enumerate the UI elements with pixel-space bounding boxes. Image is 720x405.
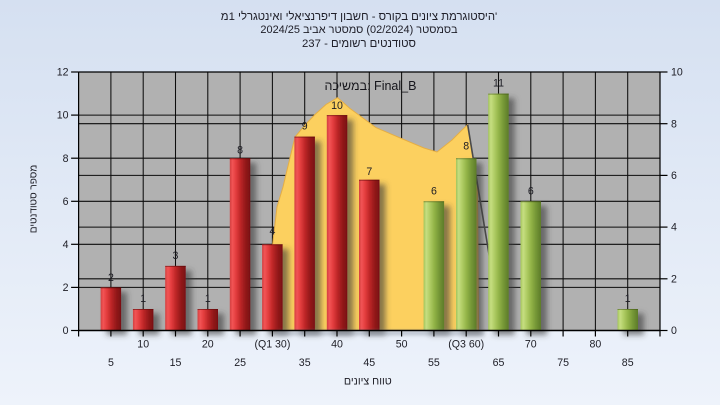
svg-text:(Q1 30): (Q1 30) (254, 338, 290, 350)
svg-text:55: 55 (428, 357, 440, 369)
svg-text:מספר סטודנטים: מספר סטודנטים (29, 165, 40, 234)
svg-text:85: 85 (622, 357, 634, 369)
svg-text:0: 0 (671, 325, 677, 337)
svg-text:10: 10 (137, 338, 149, 350)
svg-text:4: 4 (269, 226, 275, 238)
svg-text:9: 9 (302, 121, 308, 133)
svg-text:8: 8 (237, 144, 243, 156)
svg-text:75: 75 (557, 357, 569, 369)
svg-text:5: 5 (108, 357, 114, 369)
svg-text:15: 15 (170, 357, 182, 369)
svg-text:6: 6 (671, 170, 677, 182)
svg-text:1: 1 (140, 293, 146, 305)
svg-text:12: 12 (57, 67, 69, 79)
svg-text:11: 11 (493, 77, 504, 89)
svg-text:במשיכה: Final_B: במשיכה: Final_B (325, 79, 417, 93)
svg-text:6: 6 (431, 185, 437, 197)
svg-text:8: 8 (671, 118, 677, 130)
svg-text:1: 1 (205, 293, 211, 305)
svg-text:50: 50 (396, 338, 408, 350)
svg-text:2: 2 (63, 282, 69, 294)
svg-text:70: 70 (525, 338, 537, 350)
svg-text:2: 2 (108, 272, 114, 284)
svg-text:45: 45 (363, 357, 375, 369)
svg-text:6: 6 (63, 196, 69, 208)
svg-text:10: 10 (331, 100, 343, 112)
svg-text:6: 6 (528, 185, 534, 197)
svg-text:0: 0 (63, 325, 69, 337)
svg-text:80: 80 (590, 338, 602, 350)
svg-text:8: 8 (63, 153, 69, 165)
svg-text:4: 4 (63, 239, 69, 251)
svg-text:3: 3 (173, 250, 179, 262)
svg-text:1: 1 (625, 293, 631, 305)
svg-text:2: 2 (671, 273, 677, 285)
svg-text:35: 35 (299, 357, 311, 369)
svg-text:8: 8 (463, 141, 469, 153)
svg-text:10: 10 (57, 110, 69, 122)
svg-text:4: 4 (671, 222, 677, 234)
svg-text:10: 10 (671, 67, 683, 79)
svg-text:20: 20 (202, 338, 214, 350)
svg-text:40: 40 (331, 338, 343, 350)
svg-text:7: 7 (366, 166, 372, 178)
svg-text:65: 65 (493, 357, 505, 369)
svg-text:25: 25 (234, 357, 246, 369)
svg-text:(Q3 60): (Q3 60) (448, 338, 484, 350)
svg-text:טווח ציונים: טווח ציונים (344, 376, 392, 388)
